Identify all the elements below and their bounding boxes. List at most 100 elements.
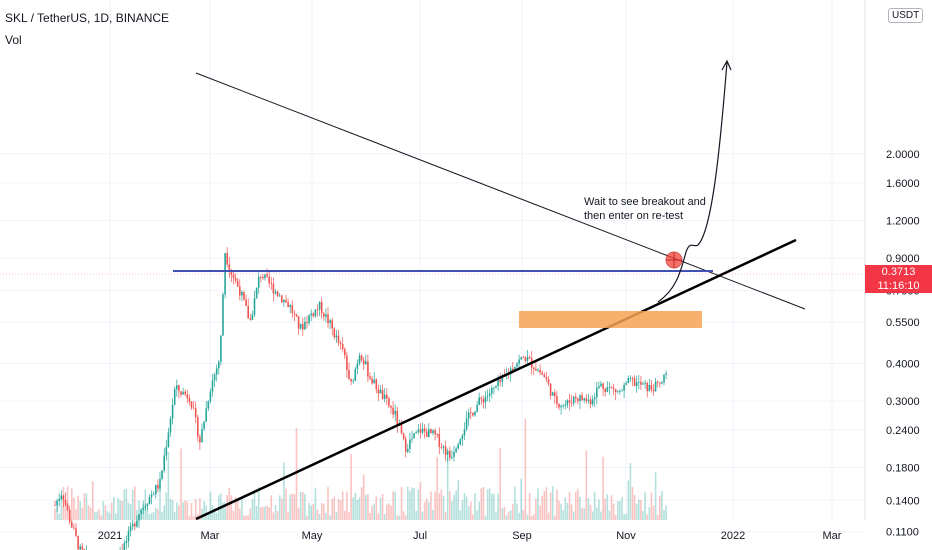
price-tick-label: 0.2400	[886, 425, 920, 437]
volume-bar	[75, 509, 77, 520]
candle-body	[182, 391, 184, 395]
candle-body	[201, 428, 203, 443]
volume-bar	[436, 456, 438, 520]
volume-bar	[194, 498, 197, 520]
time-tick-label: 2021	[98, 530, 122, 542]
candle-body	[197, 417, 199, 437]
volume-bar	[478, 501, 480, 520]
volume-bar	[247, 515, 249, 520]
candle-body	[278, 295, 281, 297]
candle-body	[619, 391, 621, 392]
volume-bar	[230, 495, 233, 520]
volume-bar	[278, 495, 281, 520]
candle-body	[455, 448, 457, 453]
volume-bar	[459, 510, 462, 520]
volume-bar	[375, 496, 378, 520]
candle-body	[209, 391, 212, 402]
volume-bar	[222, 502, 224, 520]
volume-bar	[377, 513, 380, 520]
candle-body	[323, 313, 325, 317]
candle-body	[274, 291, 277, 294]
volume-bar	[518, 512, 520, 520]
candle-body	[310, 313, 312, 316]
candle-body	[360, 355, 363, 361]
candle-body	[339, 342, 342, 345]
price-axis-labels: 2.00001.60001.20000.90000.70000.55000.40…	[886, 149, 920, 539]
volume-bar	[425, 498, 428, 520]
volume-bar	[312, 504, 315, 520]
volume-bar	[476, 510, 478, 520]
volume-bar	[417, 489, 420, 520]
candle-body	[375, 379, 378, 390]
candle-body	[661, 382, 663, 384]
volume-bar	[274, 505, 277, 520]
candle-body	[354, 368, 357, 381]
volume-bar	[352, 497, 354, 520]
candle-body	[640, 381, 642, 385]
volume-bar	[115, 513, 117, 520]
candle-body	[551, 392, 554, 396]
volume-bar	[119, 500, 121, 520]
volume-bar	[369, 512, 371, 520]
candle-body	[228, 264, 231, 272]
volume-bar	[648, 506, 651, 520]
volume-bar	[627, 480, 630, 520]
currency-button[interactable]: USDT	[888, 8, 924, 23]
volume-bars	[54, 418, 667, 520]
candle-body	[295, 314, 298, 317]
volume-bar	[423, 502, 426, 520]
candle-body	[66, 504, 69, 510]
time-tick-label: Sep	[512, 530, 532, 542]
candle-body	[239, 286, 241, 296]
candle-body	[631, 378, 634, 379]
candle-body	[388, 398, 390, 407]
candle-body	[291, 305, 294, 314]
candle-body	[421, 428, 424, 433]
candle-body	[299, 324, 302, 329]
candle-body	[220, 335, 222, 362]
volume-bar	[123, 489, 126, 520]
volume-bar	[373, 503, 375, 520]
volume-bar	[234, 497, 237, 520]
volume-bar	[495, 512, 497, 520]
volume-bar	[100, 515, 102, 520]
candle-body	[268, 276, 270, 284]
volume-bar	[461, 500, 464, 520]
candle-body	[230, 271, 233, 275]
candle-body	[423, 428, 426, 432]
volume-bar	[589, 504, 592, 520]
volume-bar	[612, 503, 615, 520]
candle-body	[390, 406, 392, 408]
countdown-tag: 11:16:10	[865, 279, 932, 293]
candle-body	[146, 504, 149, 507]
volume-bar	[199, 498, 201, 520]
volume-bar	[421, 511, 424, 520]
candle-body	[440, 446, 443, 448]
volume-bar	[171, 500, 174, 520]
candle-body	[304, 321, 306, 330]
volume-bar	[430, 491, 432, 520]
time-tick-label: May	[302, 530, 323, 542]
volume-bar	[638, 499, 640, 520]
candle-body	[81, 546, 84, 550]
volume-bar	[232, 510, 235, 520]
candle-body	[518, 359, 520, 364]
volume-bar	[619, 500, 621, 520]
candle-body	[453, 452, 455, 457]
candle-body	[457, 444, 459, 449]
candle-body	[358, 355, 361, 364]
candle-body	[533, 367, 535, 369]
candle-body	[600, 383, 602, 387]
candle-body	[570, 402, 573, 404]
candle-body	[352, 380, 354, 382]
volume-bar	[438, 493, 441, 520]
volume-bar	[360, 487, 363, 520]
candle-body	[333, 328, 336, 338]
candle-body	[215, 368, 218, 375]
volume-bar	[356, 499, 359, 520]
volume-bar	[314, 487, 317, 520]
volume-bar	[354, 492, 357, 520]
volume-bar	[182, 502, 184, 520]
volume-bar	[617, 501, 619, 520]
